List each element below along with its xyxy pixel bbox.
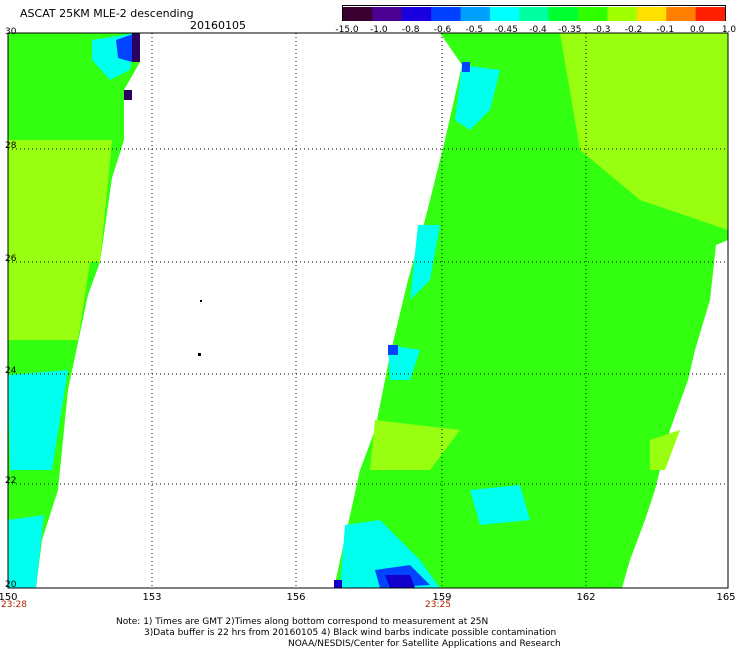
colorbar-swatch: [666, 7, 697, 21]
colorbar-label: -0.6: [433, 25, 452, 35]
y-tick-label: 28: [5, 141, 17, 151]
colorbar-swatch: [489, 7, 520, 21]
x-tick-label: 156: [286, 592, 306, 603]
colorbar-swatch: [607, 7, 638, 21]
colorbar-label: -0.2: [624, 25, 643, 35]
y-tick-label: 22: [5, 476, 17, 486]
wind-barb-mark: [198, 353, 201, 356]
swath-region: [8, 515, 44, 588]
swath-region: [8, 140, 112, 262]
colorbar-swatch: [578, 7, 609, 21]
y-tick-label: 24: [5, 366, 17, 376]
swath-region: [132, 33, 140, 62]
colorbar-label: -0.5: [465, 25, 484, 35]
colorbar-swatch: [548, 7, 579, 21]
y-tick-label: 26: [5, 254, 17, 264]
colorbar-label: -0.8: [401, 25, 420, 35]
swath-region: [370, 420, 460, 470]
map-date: 20160105: [190, 19, 246, 32]
note-line: 3)Data buffer is 22 hrs from 20160105 4)…: [144, 628, 557, 638]
swath-region: [116, 33, 136, 62]
swath-region: [388, 345, 398, 355]
colorbar-label: -0.4: [529, 25, 547, 35]
colorbar-swatch: [636, 7, 667, 21]
colorbar-label: -0.1: [656, 25, 675, 35]
y-tick-label: 20: [5, 580, 17, 590]
colorbar: [342, 5, 726, 21]
x-tick-label: 153: [142, 592, 162, 603]
x-tick-label: 150: [0, 592, 18, 603]
swath-region: [124, 90, 132, 100]
map-title: ASCAT 25KM MLE-2 descending: [20, 7, 194, 20]
swath-region: [650, 430, 680, 470]
swath-region: [334, 580, 342, 588]
grid-lines: [8, 33, 728, 588]
swath-region: [470, 485, 530, 525]
colorbar-label: 0.0: [689, 25, 705, 35]
wind-barb-mark: [200, 300, 202, 302]
note-line: NOAA/NESDIS/Center for Satellite Applica…: [288, 639, 561, 649]
colorbar-labels: -15.0 -1.0 -0.8 -0.6 -0.5 -0.45 -0.4 -0.35 -0.3 -…: [330, 25, 736, 37]
colorbar-swatch: [519, 7, 550, 21]
colorbar-label: -0.35: [558, 25, 582, 35]
colorbar-swatch: [695, 7, 726, 21]
swath-region: [455, 65, 500, 130]
swath-layer: [8, 33, 728, 588]
colorbar-label: -0.45: [494, 25, 518, 35]
swath-region: [462, 62, 470, 72]
swath-region: [385, 575, 415, 588]
swath-region: [8, 370, 68, 470]
colorbar-label: -0.3: [592, 25, 611, 35]
colorbar-label: 1.0: [721, 25, 737, 35]
colorbar-label: -15.0: [335, 25, 359, 35]
x-tick-label: 159: [432, 592, 452, 603]
colorbar-swatch: [372, 7, 403, 21]
y-tick-label: 30: [5, 27, 17, 37]
swath-region: [8, 262, 90, 340]
colorbar-swatch: [401, 7, 432, 21]
pass-time: 23:25: [425, 600, 451, 610]
swath-region: [560, 33, 728, 230]
colorbar-swatch: [431, 7, 462, 21]
colorbar-label: -1.0: [370, 25, 388, 35]
colorbar-gradient: [343, 7, 726, 21]
colorbar-swatch: [343, 7, 373, 21]
x-tick-label: 162: [576, 592, 596, 603]
note-line: Note: 1) Times are GMT 2)Times along bot…: [116, 617, 489, 627]
plot-frame: [7, 32, 729, 589]
colorbar-swatch: [460, 7, 491, 21]
x-tick-label: 165: [716, 592, 736, 603]
pass-time: 23:28: [1, 600, 27, 610]
